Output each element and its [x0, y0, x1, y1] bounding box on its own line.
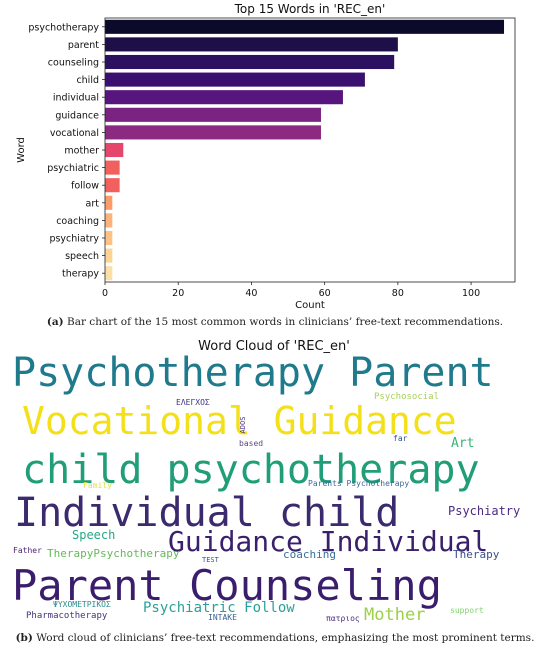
wordcloud-word: Therapy	[453, 548, 500, 561]
x-tick-label: 60	[319, 288, 331, 299]
wordcloud-word: Guidance Individual	[168, 525, 488, 558]
wordcloud-word: INTAKE	[208, 613, 237, 622]
wordcloud-word: Pharmacotherapy	[26, 611, 108, 621]
bar-chart: Top 15 Words in 'REC_en' psychotherapy pa…	[16, 2, 516, 311]
bar-therapy	[105, 266, 113, 281]
wordcloud-word: Father	[13, 546, 42, 555]
bar-parent	[105, 37, 398, 52]
wordcloud-word: support	[450, 606, 484, 615]
wordcloud-word: based	[239, 439, 263, 448]
bar-art	[105, 195, 113, 210]
y-tick-label: individual	[53, 93, 99, 104]
bar-follow	[105, 178, 120, 193]
y-tick-label: vocational	[50, 128, 99, 139]
wordcloud-word: Mother	[364, 605, 425, 625]
y-tick-label: child	[76, 75, 99, 86]
bar-counseling	[105, 54, 395, 70]
bar-psychiatry	[105, 230, 113, 246]
wordcloud-word: Psychotherapy Parent	[12, 350, 494, 396]
wordcloud-word: Art	[451, 436, 474, 451]
wordcloud-word: Individual child	[14, 490, 399, 536]
y-tick-label: parent	[68, 40, 99, 51]
bar-speech	[105, 248, 113, 263]
bars-group	[105, 19, 505, 281]
caption-a-text: Bar chart of the 15 most common words in…	[63, 316, 504, 328]
x-tick-label: 80	[392, 288, 404, 299]
wordcloud-word: far	[393, 434, 408, 443]
y-tick-label: mother	[64, 146, 99, 157]
y-tick-label: counseling	[48, 58, 99, 69]
caption-a-label: (a)	[46, 316, 64, 328]
wordcloud-word: Vocational Guidance	[22, 399, 457, 443]
y-tick-label: follow	[71, 181, 99, 192]
x-tick-label: 40	[245, 288, 257, 299]
wordcloud-word: πατριος	[326, 614, 360, 623]
y-tick-labels: psychotherapy parent counseling child indivi…	[28, 22, 105, 280]
wordcloud-word: Psychiatry	[448, 504, 520, 518]
bar-psychiatric	[105, 160, 120, 175]
bar-mother	[105, 142, 124, 158]
y-tick-label: speech	[65, 251, 99, 262]
y-tick-label: psychiatry	[49, 234, 99, 245]
x-axis-label: Count	[295, 300, 325, 311]
bar-psychotherapy	[105, 19, 505, 34]
y-tick-label: therapy	[62, 269, 99, 280]
caption-b-label: (b)	[15, 632, 33, 644]
wordcloud-word: ΨΥΧΟΜΕΤΡΙΚΟΣ	[53, 600, 111, 609]
x-ticks: 0 20 40 60 80 100	[102, 282, 480, 299]
caption-b-text: Word cloud of clinicians’ free-text reco…	[32, 632, 535, 644]
x-tick-label: 0	[102, 288, 108, 299]
y-tick-label: art	[86, 198, 100, 209]
caption-a: (a) Bar chart of the 15 most common word…	[0, 316, 550, 328]
wordcloud-word: Psychosocial	[374, 392, 439, 402]
wordcloud-title: Word Cloud of 'REC_en'	[198, 339, 350, 354]
y-tick-label: coaching	[56, 216, 99, 227]
y-axis-label: Word	[16, 137, 27, 163]
x-tick-label: 20	[172, 288, 184, 299]
bar-vocational	[105, 125, 321, 140]
x-tick-label: 100	[462, 288, 480, 299]
wordcloud-word: Parent Counseling	[12, 561, 442, 610]
bar-guidance	[105, 107, 321, 122]
chart-title: Top 15 Words in 'REC_en'	[234, 2, 386, 16]
plot-frame	[104, 17, 516, 283]
wordcloud-word: coaching	[283, 548, 336, 561]
bar-coaching	[105, 213, 113, 228]
y-tick-label: guidance	[55, 110, 99, 121]
bar-child	[105, 72, 365, 87]
wordcloud-word: TEST	[202, 556, 220, 564]
wordcloud-word: ΕΛΕΓΧΟΣ	[176, 398, 210, 407]
wordcloud-word: ADOS	[239, 417, 247, 434]
wordcloud-word: Psychiatric Follow	[143, 600, 295, 616]
y-tick-label: psychotherapy	[28, 22, 99, 33]
wordcloud-word: Family	[83, 481, 112, 490]
bar-individual	[105, 90, 343, 105]
wordcloud-word: Parents Psychotherapy	[308, 479, 409, 488]
y-tick-label: psychiatric	[47, 163, 99, 174]
wordcloud-word: TherapyPsychotherapy	[47, 547, 180, 560]
wordcloud-word: child psychotherapy	[22, 447, 480, 493]
word-cloud: Word Cloud of 'REC_en' Psychotherapy Par…	[12, 339, 520, 625]
caption-b: (b) Word cloud of clinicians’ free-text …	[0, 632, 550, 644]
wordcloud-word: Speech	[72, 528, 115, 542]
